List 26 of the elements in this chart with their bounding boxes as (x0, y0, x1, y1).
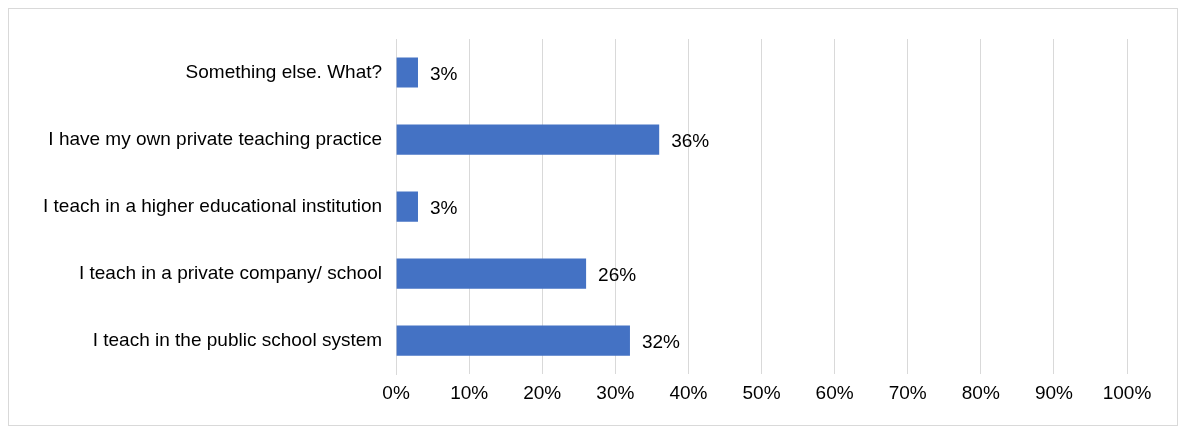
data-label: 26% (598, 263, 637, 285)
x-tick-label: 70% (888, 381, 927, 403)
x-tick-label: 30% (596, 381, 635, 403)
y-tick-label: I have my own private teaching practice (48, 127, 383, 149)
y-tick-label: I teach in a higher educational institution (43, 194, 383, 216)
x-tick-label: 90% (1034, 381, 1074, 403)
x-tick-label: 50% (742, 381, 781, 403)
x-tick-label: 60% (815, 381, 854, 403)
y-tick-label: I teach in the public school system (92, 328, 383, 350)
bar (396, 124, 660, 155)
data-label: 36% (671, 129, 710, 151)
bar (396, 325, 630, 356)
bar (396, 258, 587, 289)
data-label: 32% (641, 330, 681, 352)
bar (396, 191, 418, 222)
data-label: 3% (429, 62, 458, 84)
bar (396, 57, 418, 88)
x-tick-label: 0% (382, 381, 410, 403)
data-label: 3% (429, 196, 458, 218)
y-tick-label: I teach in a private company/ school (78, 261, 383, 283)
x-tick-label: 80% (961, 381, 1000, 403)
x-tick-label: 100% (1102, 381, 1152, 403)
y-tick-label: Something else. What? (185, 60, 383, 82)
x-tick-label: 40% (669, 381, 708, 403)
x-tick-label: 20% (523, 381, 562, 403)
x-tick-label: 10% (450, 381, 489, 403)
